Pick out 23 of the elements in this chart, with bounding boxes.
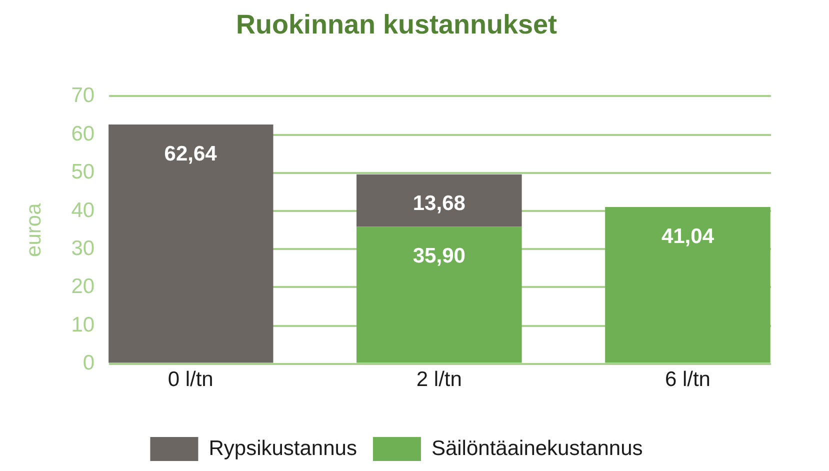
- data-label: 41,04: [661, 224, 714, 248]
- y-tick-label: 60: [71, 122, 95, 146]
- bar: [108, 124, 274, 363]
- x-tick-label: 6 l/tn: [664, 368, 710, 392]
- y-tick-label: 40: [71, 198, 95, 222]
- y-tick-label: 30: [71, 236, 95, 260]
- y-tick-label: 0: [82, 352, 95, 375]
- legend-label: Rypsikustannus: [208, 436, 357, 460]
- bar: [356, 174, 522, 227]
- y-tick-label: 20: [71, 275, 95, 298]
- bar: [356, 226, 522, 363]
- data-label: 62,64: [164, 142, 218, 166]
- chart-title: Ruokinnan kustannukset: [236, 10, 558, 40]
- x-tick-label: 2 l/tn: [416, 368, 462, 392]
- x-tick-label: 0 l/tn: [168, 368, 214, 392]
- data-label: 35,90: [412, 244, 466, 268]
- data-label: 13,68: [412, 192, 466, 216]
- y-axis-title: euroa: [22, 202, 46, 257]
- legend-label: Säilöntäainekustannus: [431, 436, 643, 460]
- bar: [605, 207, 770, 363]
- y-tick-label: 50: [71, 160, 95, 184]
- y-tick-label: 10: [71, 313, 95, 336]
- y-tick-label: 70: [71, 84, 95, 108]
